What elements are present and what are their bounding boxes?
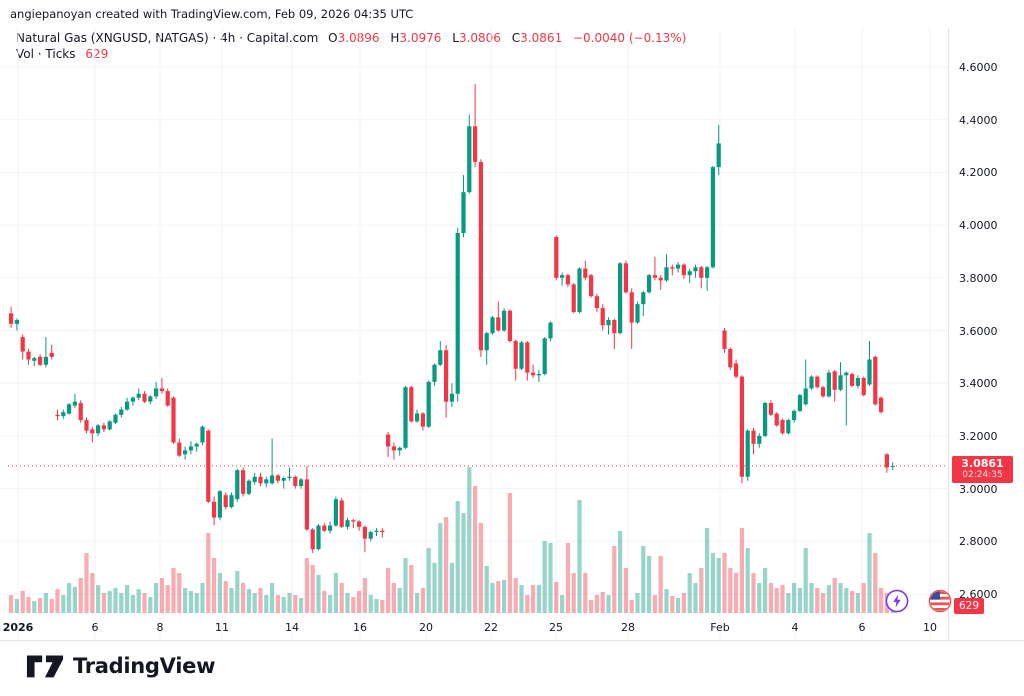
change-value: −0.0040 (−0.13%): [572, 31, 687, 45]
grid-layer: [0, 28, 948, 640]
electronic-session-icon[interactable]: [885, 589, 909, 613]
time-axis-label: 28: [621, 621, 635, 634]
time-axis-label: 10: [923, 621, 937, 634]
time-axis-label: 6: [858, 621, 866, 634]
high-value: 3.0976: [399, 31, 442, 45]
time-axis-label: 20: [419, 621, 433, 634]
time-axis-label: 14: [285, 621, 299, 634]
chart-legend: Natural Gas (XNGUSD, NATGAS) · 4h · Capi…: [16, 30, 686, 62]
price-axis-label: 2.6000: [959, 588, 998, 601]
tradingview-logo[interactable]: TradingView: [26, 651, 215, 681]
price-axis-label: 4.0000: [959, 219, 998, 233]
attribution-text: angiepanoyan created with TradingView.co…: [10, 7, 414, 21]
price-axis[interactable]: 4.6000 4.4000 4.2000 4.0000 3.8000 3.6000 3.40…: [948, 28, 1024, 640]
high-label: H: [390, 31, 400, 45]
time-axis-label: Feb: [710, 621, 730, 634]
open-value: 3.0896: [337, 31, 380, 45]
current-price-value: 3.0861: [961, 457, 1004, 470]
time-axis-label: 2026: [2, 621, 34, 634]
time-axis-label: 16: [353, 621, 367, 634]
price-axis-label: 4.4000: [959, 113, 998, 127]
us-market-flag-icon[interactable]: [928, 589, 952, 613]
price-axis-label: 4.6000: [959, 61, 998, 74]
axis-divider: [0, 640, 1024, 641]
price-axis-label: 3.8000: [959, 271, 998, 285]
volume-label[interactable]: Vol · Ticks: [16, 47, 76, 61]
volume-value: 629: [85, 47, 109, 61]
price-axis-label: 3.6000: [959, 324, 998, 338]
close-value: 3.0861: [520, 31, 563, 45]
legend-symbol-row: Natural Gas (XNGUSD, NATGAS) · 4h · Capi…: [16, 30, 686, 46]
low-label: L: [452, 31, 459, 45]
price-axis-label: 4.2000: [959, 166, 998, 180]
price-axis-label: 3.0000: [959, 482, 998, 496]
tick-count-badge: 629: [954, 598, 984, 614]
bar-countdown: 02:24:35: [962, 470, 1003, 480]
tradingview-logo-text: TradingView: [73, 654, 216, 678]
price-axis-label: 2.8000: [959, 535, 998, 549]
time-axis-label: 8: [156, 621, 164, 634]
open-label: O: [328, 31, 338, 45]
volume-layer: [9, 467, 895, 613]
time-axis-label: 11: [215, 621, 229, 634]
legend-volume-row: Vol · Ticks 629: [16, 46, 686, 62]
price-axis-label: 3.2000: [959, 429, 998, 443]
time-axis-label: 6: [91, 621, 99, 634]
symbol-title[interactable]: Natural Gas (XNGUSD, NATGAS) · 4h · Capi…: [16, 31, 319, 45]
time-axis-label: 25: [549, 621, 563, 634]
time-axis-label: 22: [484, 621, 498, 634]
price-axis-label: 3.4000: [959, 377, 998, 391]
low-value: 3.0806: [458, 31, 501, 45]
current-price-badge: 3.0861 02:24:35: [952, 456, 1013, 483]
tradingview-logo-mark: [26, 655, 64, 678]
time-axis-label: 4: [791, 621, 799, 634]
candles-layer: [9, 84, 895, 554]
close-label: C: [511, 31, 521, 45]
